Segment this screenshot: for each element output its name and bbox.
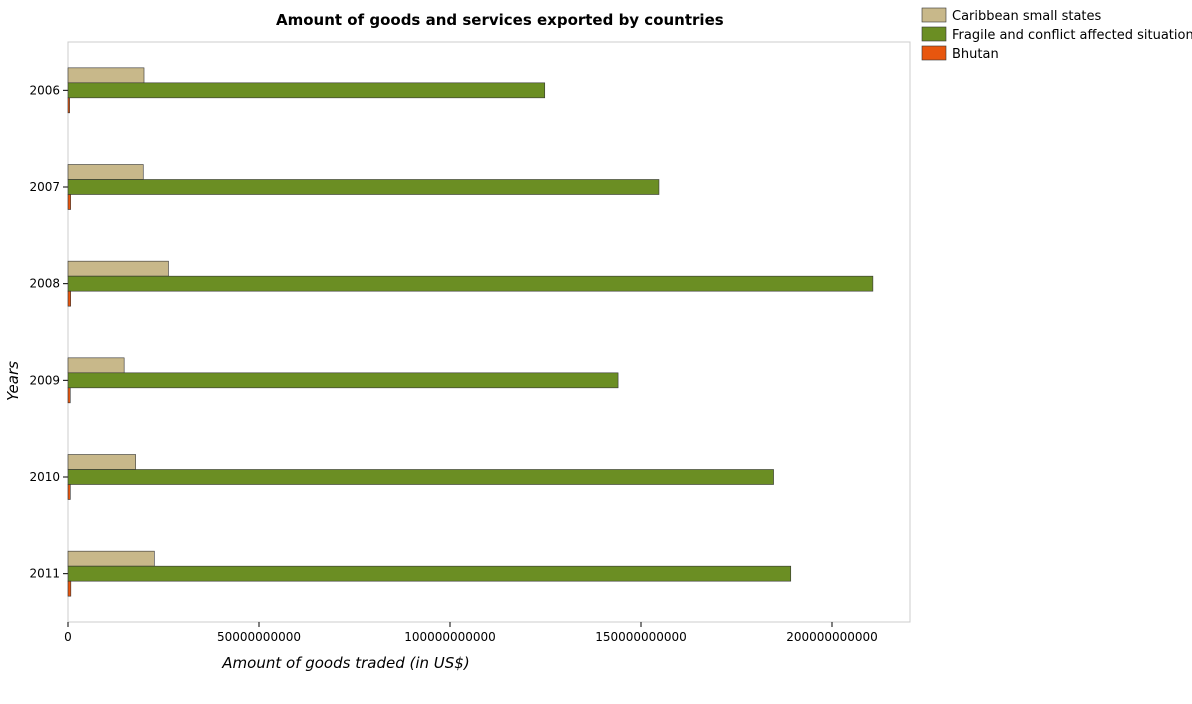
legend-swatch	[921, 26, 947, 42]
bar-caribbean-small-states-2011	[67, 550, 155, 567]
bar-bhutan-2006	[67, 97, 70, 114]
bar-fragile-and-conflict-affected-situations-2009	[67, 372, 619, 389]
y-tick-label: 2008	[29, 277, 60, 291]
x-tick-label: 150000000000	[595, 630, 687, 644]
legend-swatch	[921, 45, 947, 61]
legend-label: Bhutan	[952, 47, 999, 62]
x-tick-label: 0	[64, 630, 72, 644]
bar-bhutan-2009	[67, 387, 71, 404]
legend-label: Caribbean small states	[952, 9, 1102, 24]
legend: Caribbean small states Fragile and confli…	[921, 7, 1192, 62]
bar-caribbean-small-states-2009	[67, 357, 125, 374]
bar-fragile-and-conflict-affected-situations-2008	[67, 275, 874, 292]
y-tick-label: 2011	[29, 567, 60, 581]
bar-caribbean-small-states-2008	[67, 260, 169, 277]
y-tick-label: 2009	[29, 373, 60, 387]
x-tick-label: 100000000000	[404, 630, 496, 644]
y-tick-label: 2007	[29, 180, 60, 194]
x-axis-label: Amount of goods traded (in US$)	[221, 654, 469, 672]
bar-fragile-and-conflict-affected-situations-2007	[67, 179, 660, 195]
x-tick-label: 200000000000	[786, 630, 878, 644]
y-axis-label: Years	[4, 361, 22, 401]
chart-title: Amount of goods and services exported by…	[276, 11, 724, 29]
bar-caribbean-small-states-2007	[67, 164, 144, 180]
bar-fragile-and-conflict-affected-situations-2010	[67, 469, 774, 485]
bar-fragile-and-conflict-affected-situations-2011	[67, 565, 792, 582]
legend-label: Fragile and conflict affected situations	[952, 28, 1192, 43]
plot-area: 0 50000000000 100000000000 150000000000 2000…	[29, 41, 911, 644]
bar-bhutan-2010	[67, 484, 71, 500]
legend-swatch	[921, 7, 947, 23]
bar-bhutan-2011	[67, 580, 72, 597]
x-tick-label: 50000000000	[217, 630, 301, 644]
bar-bhutan-2008	[67, 290, 71, 307]
bar-caribbean-small-states-2010	[67, 454, 136, 470]
y-tick-label: 2010	[29, 470, 60, 484]
bar-bhutan-2007	[67, 194, 71, 210]
plot-frame	[67, 41, 911, 623]
bar-fragile-and-conflict-affected-situations-2006	[67, 82, 546, 99]
y-tick-label: 2006	[29, 83, 60, 97]
bar-caribbean-small-states-2006	[67, 67, 145, 84]
